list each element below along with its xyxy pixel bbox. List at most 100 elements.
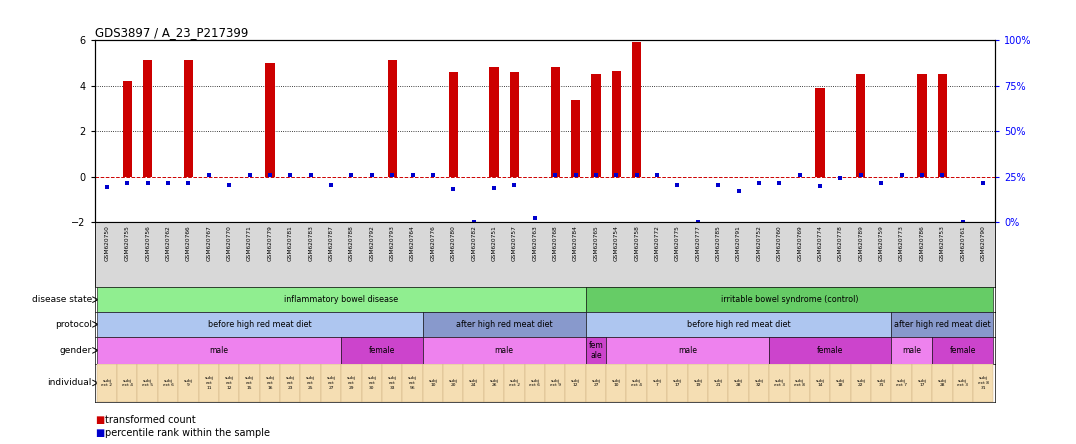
Text: subj
ect
23: subj ect 23	[286, 377, 295, 389]
Text: subj
ect
15: subj ect 15	[245, 377, 254, 389]
Text: subj
ect 7: subj ect 7	[896, 379, 907, 387]
Bar	[891, 337, 932, 364]
Bar	[870, 364, 891, 402]
Text: before high red meat diet: before high red meat diet	[208, 320, 312, 329]
Bar	[117, 364, 138, 402]
Text: GSM620752: GSM620752	[756, 226, 762, 262]
Text: fem
ale: fem ale	[589, 341, 604, 360]
Text: GSM620776: GSM620776	[430, 226, 436, 261]
Bar	[626, 364, 647, 402]
Point	[690, 218, 707, 226]
Point	[669, 181, 686, 188]
Text: subj
17: subj 17	[672, 379, 682, 387]
Text: GSM620793: GSM620793	[390, 226, 395, 262]
Text: GSM620774: GSM620774	[818, 226, 822, 262]
Bar	[158, 364, 179, 402]
Bar	[647, 364, 667, 402]
Bar	[592, 74, 600, 177]
Bar	[199, 364, 220, 402]
Bar	[544, 364, 565, 402]
Point	[873, 180, 890, 187]
Point	[954, 218, 972, 226]
Point	[791, 172, 808, 179]
Text: female: female	[369, 346, 395, 355]
Bar	[606, 337, 769, 364]
Bar	[816, 88, 824, 177]
Point	[852, 172, 869, 179]
Text: GSM620759: GSM620759	[879, 226, 883, 262]
Text: transformed count: transformed count	[105, 415, 196, 424]
Text: subj
ect 2: subj ect 2	[509, 379, 520, 387]
Bar	[708, 364, 728, 402]
Bar	[952, 364, 973, 402]
Text: subj
ect
11: subj ect 11	[204, 377, 213, 389]
Text: GSM620782: GSM620782	[471, 226, 477, 262]
Bar	[891, 312, 993, 337]
Text: individual: individual	[47, 378, 91, 388]
Text: subj
28: subj 28	[938, 379, 947, 387]
Text: subj
ect 3: subj ect 3	[774, 379, 784, 387]
Text: subj
ect 8
31: subj ect 8 31	[978, 377, 989, 389]
Text: subj
ect
33: subj ect 33	[387, 377, 397, 389]
Point	[364, 172, 381, 179]
Text: GSM620757: GSM620757	[512, 226, 516, 262]
Bar	[484, 364, 505, 402]
Bar	[300, 364, 321, 402]
Bar	[585, 364, 606, 402]
Bar	[973, 364, 993, 402]
Bar	[97, 287, 585, 312]
Bar	[551, 67, 560, 177]
Text: GSM620777: GSM620777	[695, 226, 700, 262]
Text: GSM620792: GSM620792	[369, 226, 374, 262]
Bar	[585, 287, 993, 312]
Bar	[382, 364, 402, 402]
Bar	[97, 337, 341, 364]
Point	[98, 183, 115, 190]
Bar	[667, 364, 688, 402]
Bar	[571, 100, 580, 177]
Bar	[769, 364, 790, 402]
Point	[343, 172, 360, 179]
Bar	[443, 364, 464, 402]
Point	[608, 172, 625, 179]
Text: subj
ect 6: subj ect 6	[529, 379, 540, 387]
Text: GSM620771: GSM620771	[247, 226, 252, 261]
Text: GSM620765: GSM620765	[594, 226, 598, 261]
Text: GSM620770: GSM620770	[227, 226, 231, 262]
Text: subj
ect 4: subj ect 4	[632, 379, 642, 387]
Text: subj
ect
29: subj ect 29	[346, 377, 356, 389]
Text: subj
17: subj 17	[918, 379, 926, 387]
Point	[282, 172, 299, 179]
Text: subj
28: subj 28	[734, 379, 744, 387]
Text: subj
ect
27: subj ect 27	[326, 377, 336, 389]
Point	[424, 172, 441, 179]
Bar	[184, 60, 193, 177]
Text: GSM620754: GSM620754	[613, 226, 619, 262]
Text: subj
ect 5: subj ect 5	[142, 379, 153, 387]
Bar	[606, 364, 626, 402]
Text: subj
20: subj 20	[449, 379, 457, 387]
Text: GSM620755: GSM620755	[125, 226, 130, 262]
Text: male: male	[903, 346, 921, 355]
Text: subj
ect 6: subj ect 6	[162, 379, 173, 387]
Text: irritable bowel syndrome (control): irritable bowel syndrome (control)	[721, 295, 859, 304]
Text: GSM620781: GSM620781	[287, 226, 293, 261]
Text: GSM620778: GSM620778	[838, 226, 843, 262]
Bar	[423, 312, 585, 337]
Point	[180, 180, 197, 187]
Text: subj
9: subj 9	[184, 379, 193, 387]
Text: subj
31: subj 31	[877, 379, 886, 387]
Text: subj
12: subj 12	[571, 379, 580, 387]
Bar	[851, 364, 870, 402]
Text: subj
ect
25: subj ect 25	[307, 377, 315, 389]
Bar	[918, 74, 926, 177]
Bar	[138, 364, 158, 402]
Text: subj
26: subj 26	[490, 379, 498, 387]
Text: subj
ect 4: subj ect 4	[122, 379, 132, 387]
Bar	[321, 364, 341, 402]
Bar	[179, 364, 199, 402]
Point	[547, 172, 564, 179]
Point	[914, 172, 931, 179]
Text: male: male	[678, 346, 697, 355]
Text: GSM620766: GSM620766	[186, 226, 190, 261]
